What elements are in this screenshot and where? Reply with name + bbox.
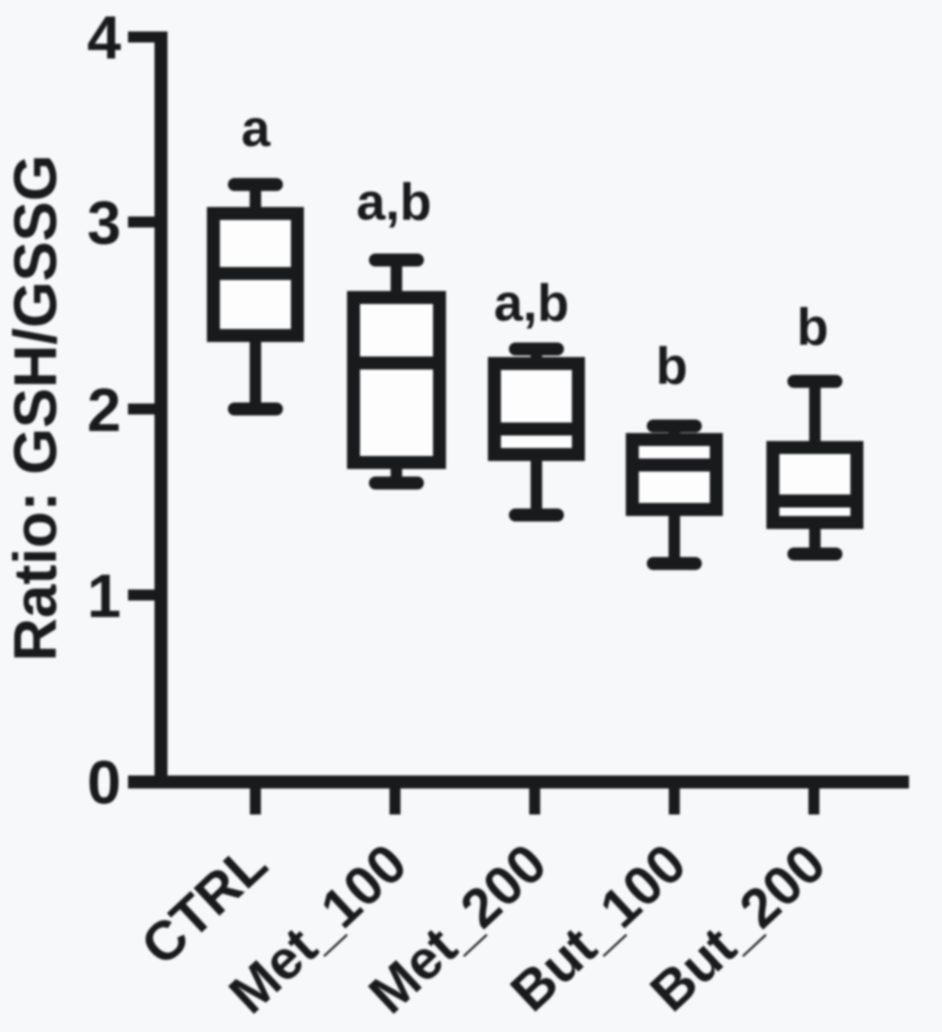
svg-text:a,b: a,b — [494, 275, 569, 333]
svg-text:2: 2 — [87, 376, 121, 444]
svg-text:a,b: a,b — [356, 174, 431, 232]
svg-text:Ratio: GSH/GSSG: Ratio: GSH/GSSG — [2, 155, 69, 662]
svg-text:a: a — [241, 100, 271, 158]
svg-text:b: b — [656, 338, 688, 396]
svg-text:0: 0 — [87, 749, 121, 817]
svg-text:1: 1 — [87, 562, 121, 630]
svg-text:4: 4 — [87, 4, 121, 72]
svg-text:3: 3 — [87, 189, 121, 257]
svg-text:b: b — [797, 299, 829, 357]
